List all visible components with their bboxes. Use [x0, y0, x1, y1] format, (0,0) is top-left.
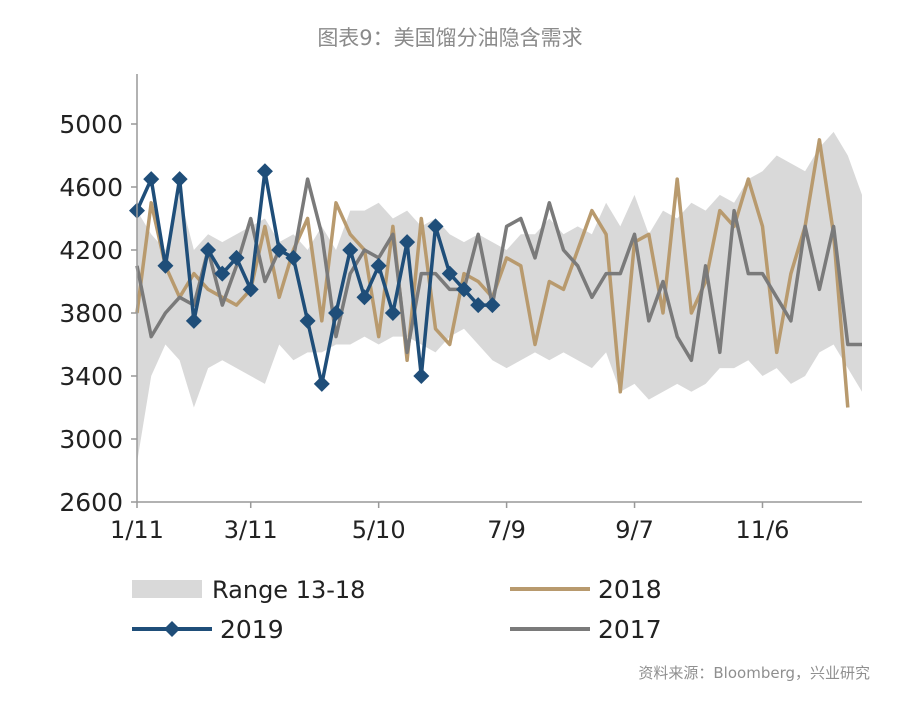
y-tick-label: 3000 [59, 425, 123, 454]
legend-swatch-range [132, 580, 202, 598]
data-point-2019 [271, 242, 288, 258]
legend-marker-2019 [164, 621, 180, 637]
data-point-2019 [399, 234, 416, 251]
data-point-2019 [413, 368, 430, 384]
x-tick-label: 5/10 [352, 516, 406, 544]
data-point-2019 [256, 163, 273, 180]
data-point-2019 [455, 281, 472, 298]
y-tick-label: 2600 [59, 488, 123, 517]
legend-label-2018: 2018 [598, 575, 662, 604]
legend-label-range: Range 13-18 [212, 576, 365, 604]
data-point-2019 [157, 257, 174, 274]
data-point-2019 [171, 171, 188, 188]
data-point-2019 [356, 289, 373, 306]
series-line-2019 [135, 169, 493, 386]
data-point-2019 [214, 265, 231, 282]
data-point-2019 [370, 257, 387, 274]
range-band-layer [137, 131, 862, 463]
data-point-2019 [328, 305, 345, 321]
data-point-2019 [228, 249, 245, 266]
data-point-2019 [285, 249, 302, 266]
legend-label-2019: 2019 [220, 615, 284, 644]
data-point-2019 [185, 312, 202, 329]
series-layer [129, 138, 862, 408]
x-tick-label: 1/11 [110, 516, 164, 544]
y-tick-label: 5000 [59, 110, 123, 139]
data-point-2019 [313, 375, 330, 392]
source-note: 资料来源：Bloomberg，兴业研究 [638, 664, 870, 682]
data-point-2019 [484, 297, 501, 314]
data-point-2019 [242, 281, 259, 298]
y-tick-label: 4600 [59, 173, 123, 202]
y-tick-label: 4200 [59, 236, 123, 265]
axes-layer: 2600 3000 3400 3800 4200 4600 5000 1/11 3/11 5/10… [59, 74, 862, 544]
data-point-2019 [200, 242, 217, 258]
data-point-2019 [384, 305, 401, 321]
y-tick-label: 3800 [59, 299, 123, 328]
data-point-2019 [427, 218, 444, 235]
legend-label-2017: 2017 [598, 615, 662, 644]
x-tick-label: 7/9 [487, 516, 526, 544]
x-tick-label: 11/6 [736, 516, 790, 544]
chart-title: 图表9：美国馏分油隐含需求 [317, 26, 583, 50]
data-point-2019 [143, 171, 160, 188]
range-band [137, 131, 862, 463]
data-point-2019 [342, 242, 359, 258]
x-tick-label: 9/7 [615, 516, 654, 544]
data-point-2019 [470, 297, 487, 314]
y-tick-label: 3400 [59, 362, 123, 391]
data-point-2019 [299, 312, 316, 329]
legend: Range 13-18 2018 2017 2019 [132, 575, 662, 644]
x-tick-label: 3/11 [224, 516, 278, 544]
series-line-2017 [135, 177, 862, 363]
data-point-2019 [441, 265, 458, 282]
